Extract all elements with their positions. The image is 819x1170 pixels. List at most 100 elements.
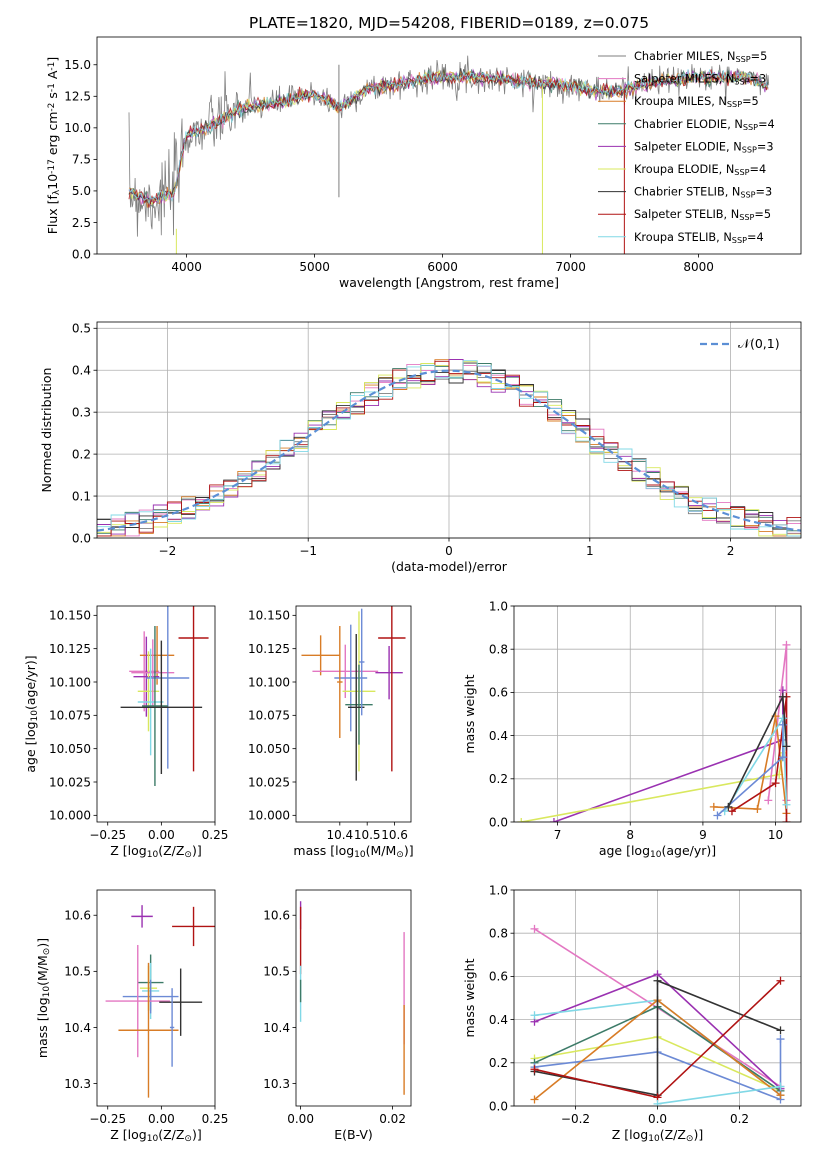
x-axis-label: (data-model)/error <box>391 559 508 574</box>
y-tick-label: 10.125 <box>248 642 290 656</box>
y-tick-label: 10.5 <box>263 965 290 979</box>
x-tick-label: 0.00 <box>148 1112 175 1126</box>
weight-line <box>553 690 784 822</box>
y-axis-label: mass [log10(M/M⊙)] <box>35 938 52 1058</box>
axes-residuals: −2 −1 0 1 2 0.0 0.1 0.2 0.3 0.4 0.5 (data-model)/er… <box>39 321 802 574</box>
y-tick-label: 0.8 <box>489 927 508 941</box>
weight-marker <box>782 818 791 822</box>
weight-marker <box>776 1091 785 1100</box>
weight-marker <box>517 818 526 822</box>
x-axis-label: mass [log10(M/M⊙)] <box>293 843 413 860</box>
y-tick-label: 10.050 <box>248 742 290 756</box>
y-tick-label: 0.8 <box>489 643 508 657</box>
y-tick-label: 1.0 <box>489 883 508 897</box>
y-tick-label: 12.5 <box>64 90 91 104</box>
y-tick-label: 10.050 <box>49 742 91 756</box>
y-tick-label: 0.4 <box>72 364 91 378</box>
y-tick-label: 15.0 <box>64 58 91 72</box>
x-axis-label: Z [log10(Z/Z⊙)] <box>110 843 201 860</box>
weight-marker <box>713 811 722 820</box>
weight-marker <box>782 800 791 809</box>
x-tick-label: 0.0 <box>648 1112 667 1126</box>
weight-marker <box>530 1095 539 1104</box>
weight-marker <box>776 1082 785 1091</box>
x-tick-label: 0.02 <box>379 1112 406 1126</box>
y-tick-label: 0.0 <box>489 1099 508 1113</box>
y-tick-label: 10.150 <box>248 609 290 623</box>
weight-marker <box>549 818 558 822</box>
weight-marker <box>782 742 791 751</box>
x-tick-label: −0.2 <box>561 1112 590 1126</box>
x-axis-label: age [log10(age/yr)] <box>599 843 716 860</box>
x-tick-label: 7 <box>554 828 562 842</box>
y-tick-label: 10.3 <box>64 1077 91 1091</box>
axes-massweight_vs_age: 7 8 9 10 0.0 0.2 0.4 0.6 0.8 1.0 age [log10(age/yr… <box>462 599 802 860</box>
weight-line <box>657 1085 781 1105</box>
plot-area-age_vs_mass <box>301 606 406 781</box>
axes-spectrum: 4000 5000 6000 7000 8000 0.0 2.5 5.0 7.5 10.0 12.5… <box>45 36 802 290</box>
plot-area-mass_vs_EBV <box>299 901 405 1095</box>
axes-frame <box>295 605 412 823</box>
y-tick-label: 10.150 <box>49 609 91 623</box>
weight-marker <box>530 1011 539 1020</box>
x-axis-label: Z [log10(Z/Z⊙)] <box>612 1127 703 1144</box>
axes-frame <box>96 321 802 539</box>
weight-line <box>731 696 788 822</box>
legend-label: Chabrier STELIB, NSSP=3 <box>634 186 772 200</box>
y-tick-label: 0.1 <box>72 489 91 503</box>
figure-title: PLATE=1820, MJD=54208, FIBERID=0189, z=0… <box>249 14 649 32</box>
weight-marker <box>776 1026 785 1035</box>
x-tick-label: 8 <box>626 828 634 842</box>
y-tick-label: 10.000 <box>248 809 290 823</box>
plot-area-spectrum <box>128 55 770 254</box>
x-tick-label: 2 <box>727 544 735 558</box>
x-tick-label: 9 <box>699 828 707 842</box>
weight-marker <box>776 976 785 985</box>
y-axis-label: Flux [fλ10-17 erg cm-2 s-1 A-1] <box>45 57 62 235</box>
y-axis-label: Normed distribution <box>39 368 54 493</box>
y-tick-label: 10.100 <box>248 675 290 689</box>
weight-marker <box>530 1065 539 1074</box>
y-tick-label: 0.2 <box>489 1056 508 1070</box>
legend-label: Salpeter STELIB, NSSP=5 <box>634 208 771 222</box>
x-tick-label: 8000 <box>683 260 714 274</box>
y-tick-label: 5.0 <box>72 184 91 198</box>
x-tick-label: 10.4 <box>326 828 353 842</box>
histogram-series <box>97 360 801 537</box>
x-tick-label: 0.00 <box>148 828 175 842</box>
y-tick-label: 0.2 <box>489 772 508 786</box>
x-axis-label: Z [log10(Z/Z⊙)] <box>110 1127 201 1144</box>
x-tick-label: −1 <box>299 544 317 558</box>
y-tick-label: 1.0 <box>489 599 508 613</box>
histogram-series <box>97 360 801 537</box>
y-tick-label: 0.6 <box>489 686 508 700</box>
spectrum-model-line <box>128 69 769 205</box>
legend-label: Kroupa ELODIE, NSSP=4 <box>634 163 766 177</box>
y-tick-label: 10.075 <box>248 709 290 723</box>
axes-age_vs_mass: 10.4 10.5 10.6 10.000 10.025 10.050 10.075 10.1… <box>248 605 414 860</box>
y-tick-label: 10.075 <box>49 709 91 723</box>
x-tick-label: 0 <box>445 544 453 558</box>
y-axis-label: mass weight <box>462 674 477 753</box>
x-tick-label: 4000 <box>171 260 202 274</box>
y-tick-label: 0.0 <box>72 247 91 261</box>
x-tick-label: 6000 <box>427 260 458 274</box>
weight-marker <box>724 802 733 811</box>
x-axis-label: wavelength [Angstrom, rest frame] <box>339 275 559 290</box>
weight-marker <box>782 640 791 649</box>
weight-marker <box>727 807 736 816</box>
y-tick-label: 10.6 <box>64 909 91 923</box>
x-tick-label: 0.00 <box>287 1112 314 1126</box>
legend-label: Chabrier MILES, NSSP=5 <box>634 50 767 64</box>
weight-marker <box>753 805 762 814</box>
y-tick-label: 10.025 <box>49 775 91 789</box>
y-tick-label: 10.100 <box>49 675 91 689</box>
weight-marker <box>764 796 773 805</box>
legend-label: Chabrier ELODIE, NSSP=4 <box>634 118 775 132</box>
y-tick-label: 10.5 <box>64 965 91 979</box>
plot-area-massweight_vs_age <box>517 640 791 822</box>
weight-line <box>534 1039 782 1101</box>
axes-frame <box>96 36 802 255</box>
weight-marker <box>709 802 718 811</box>
y-tick-label: 0.0 <box>489 815 508 829</box>
